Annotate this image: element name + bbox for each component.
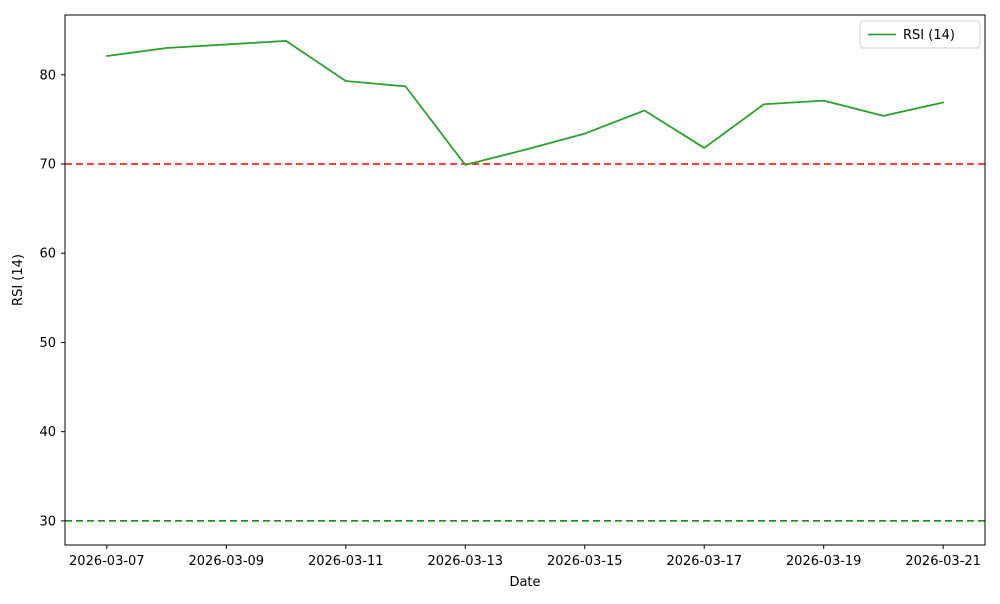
plot-content: 30 40 50 60 70 80 2026-03-07 2026-03-09 2026-03-… xyxy=(39,39,985,569)
x-tick-label: 2026-03-19 xyxy=(786,554,862,569)
x-tick-label: 2026-03-07 xyxy=(69,554,145,569)
rsi-series-line xyxy=(105,39,945,166)
x-tick-label: 2026-03-09 xyxy=(189,554,265,569)
legend-frame xyxy=(859,20,981,49)
x-tick-label: 2026-03-11 xyxy=(308,554,384,569)
y-tick-label: 40 xyxy=(39,425,56,440)
x-tick-label: 2026-03-13 xyxy=(427,554,503,569)
y-tick-label: 60 xyxy=(39,247,56,262)
x-tick-label: 2026-03-21 xyxy=(905,554,981,569)
x-axis-label: Date xyxy=(509,575,540,590)
y-tick-label: 50 xyxy=(39,336,56,351)
y-tick-label: 30 xyxy=(39,514,56,529)
legend-entry-label: RSI (14) xyxy=(903,28,955,43)
axes-spines xyxy=(64,14,986,546)
legend: RSI (14) xyxy=(859,20,981,49)
x-tick-label: 2026-03-17 xyxy=(666,554,742,569)
y-tick-label: 70 xyxy=(39,158,56,173)
x-tick-label: 2026-03-15 xyxy=(547,554,623,569)
plot-area xyxy=(65,15,985,545)
y-tick-label: 80 xyxy=(39,68,56,83)
y-axis-label: RSI (14) xyxy=(11,254,26,306)
